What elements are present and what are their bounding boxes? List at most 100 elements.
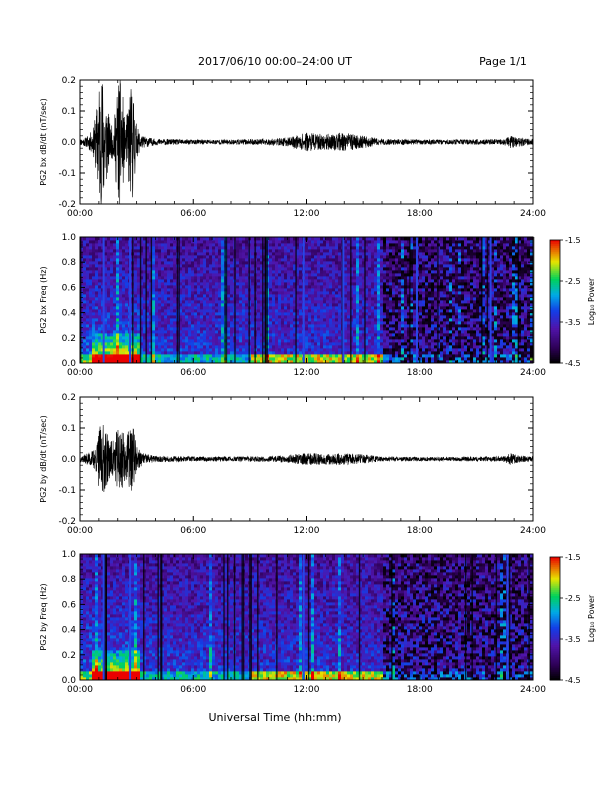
x-tick-label: 18:00 (407, 209, 433, 219)
spectrogram-image (80, 554, 534, 681)
data-gap-line (295, 237, 297, 363)
bright-vertical-line (342, 237, 345, 363)
by-colorbar: -1.5 -2.5 -3.5 -4.5 Log₁₀ Power (549, 553, 596, 685)
y-tick-label: -0.2 (58, 517, 76, 527)
data-gap-line (157, 554, 159, 680)
colorbar-frame (549, 239, 561, 364)
bright-vertical-line (102, 554, 105, 680)
data-gap-line (517, 237, 519, 363)
x-tick-label: 06:00 (180, 685, 206, 695)
data-gap-line (471, 554, 473, 680)
data-gap-line (364, 237, 366, 363)
colorbar-tick-label: -1.5 (565, 236, 581, 245)
data-gap-line (276, 554, 278, 680)
y-tick-label: 0.2 (62, 76, 76, 86)
data-gap-line (105, 554, 107, 680)
data-gap-line (486, 237, 489, 363)
colorbar-gradient (550, 557, 560, 681)
y-tick-label: 1.0 (62, 233, 77, 243)
data-gap-line (143, 554, 145, 680)
y-tick-label: 0.2 (62, 393, 76, 403)
colorbar-tick-label: -2.5 (565, 277, 581, 286)
data-gap-line (132, 237, 134, 363)
waveform-trace (80, 80, 533, 204)
x-tick-label: 18:00 (407, 526, 433, 536)
y-tick-label: 0.6 (62, 283, 77, 293)
y-tick-label: 0.1 (62, 107, 76, 117)
data-gap-line (233, 554, 236, 680)
spectrogram-image (80, 237, 534, 364)
data-gap-line (161, 554, 163, 680)
data-gap-line (257, 554, 259, 680)
data-gap-line (224, 237, 226, 363)
data-gap-line (227, 554, 229, 680)
x-tick-label: 12:00 (294, 368, 320, 378)
x-tick-label: 12:00 (294, 685, 320, 695)
x-tick-label: 06:00 (180, 526, 206, 536)
data-gap-line (225, 237, 228, 363)
colorbar-gradient (550, 240, 560, 364)
bx-waveform-panel: 0.2 0.1 0.0 -0.1 -0.200:00 06:00 12:00 18:00 24:… (39, 76, 546, 219)
y-tick-label: 0.2 (62, 334, 76, 344)
colorbar-tick-label: -4.5 (565, 359, 581, 368)
y-tick-label: 0.0 (62, 455, 77, 465)
bx-spectrogram-panel: 1.0 0.8 0.6 0.4 0.2 0.000:00 06:00 12:00 18:00 24… (39, 233, 546, 378)
x-tick-label: 24:00 (520, 209, 546, 219)
data-gap-line (437, 237, 439, 363)
y-tick-label: 0.6 (62, 600, 77, 610)
colorbar-tick-label: -3.5 (565, 635, 581, 644)
colorbar-tick-label: -1.5 (565, 553, 581, 562)
colorbar-frame (549, 556, 561, 681)
x-tick-label: 24:00 (520, 526, 546, 536)
colorbar-tick-label: -3.5 (565, 318, 581, 327)
x-tick-label: 00:00 (67, 209, 93, 219)
bright-vertical-line (129, 554, 132, 680)
y-axis-label: PG2 by Freq (Hz) (39, 583, 48, 650)
bx-colorbar: -1.5 -2.5 -3.5 -4.5 Log₁₀ Power (549, 236, 596, 368)
data-gap-line (139, 237, 142, 363)
y-axis-label: PG2 bx dB/dt (nT/sec) (39, 98, 48, 185)
by-waveform-panel: 0.2 0.1 0.0 -0.1 -0.200:00 06:00 12:00 18:00 24:… (39, 393, 546, 536)
x-tick-label: 12:00 (294, 526, 320, 536)
data-gap-line (481, 237, 483, 363)
bright-vertical-line (415, 237, 418, 363)
data-gap-line (358, 554, 361, 680)
colorbar-tick-label: -4.5 (565, 676, 581, 685)
y-tick-label: 0.4 (62, 309, 77, 319)
bright-vertical-line (302, 554, 305, 680)
y-tick-label: 0.1 (62, 424, 76, 434)
data-gap-line (176, 237, 179, 363)
bright-vertical-line (489, 237, 492, 363)
x-tick-label: 00:00 (67, 368, 93, 378)
data-gap-line (409, 237, 411, 363)
page-number: Page 1/1 (479, 55, 527, 68)
data-gap-line (350, 237, 352, 363)
y-tick-label: -0.1 (58, 486, 76, 496)
data-gap-line (248, 237, 250, 363)
data-gap-line (80, 237, 82, 363)
data-gap-line (307, 554, 310, 680)
data-gap-line (145, 237, 147, 363)
data-gap-line (150, 237, 153, 363)
bright-vertical-line (302, 237, 305, 363)
data-gap-line (223, 554, 225, 680)
bright-vertical-line (506, 554, 509, 680)
x-tick-label: 00:00 (67, 685, 93, 695)
x-tick-label: 24:00 (520, 368, 546, 378)
data-gap-line (464, 554, 467, 680)
data-gap-line (532, 237, 535, 363)
colorbar-tick-label: -2.5 (565, 594, 581, 603)
bright-vertical-line (129, 237, 132, 363)
x-tick-label: 18:00 (407, 685, 433, 695)
data-gap-line (178, 237, 180, 363)
x-tick-label: 18:00 (407, 368, 433, 378)
data-gap-line (250, 554, 252, 680)
y-tick-label: 0.0 (62, 138, 77, 148)
x-axis-label: Universal Time (hh:mm) (209, 711, 342, 724)
y-tick-label: -0.1 (58, 169, 76, 179)
data-gap-line (264, 237, 266, 363)
data-gap-line (508, 554, 511, 680)
y-tick-label: 1.0 (62, 550, 77, 560)
y-axis-label: PG2 by dB/dt (nT/sec) (39, 415, 48, 502)
